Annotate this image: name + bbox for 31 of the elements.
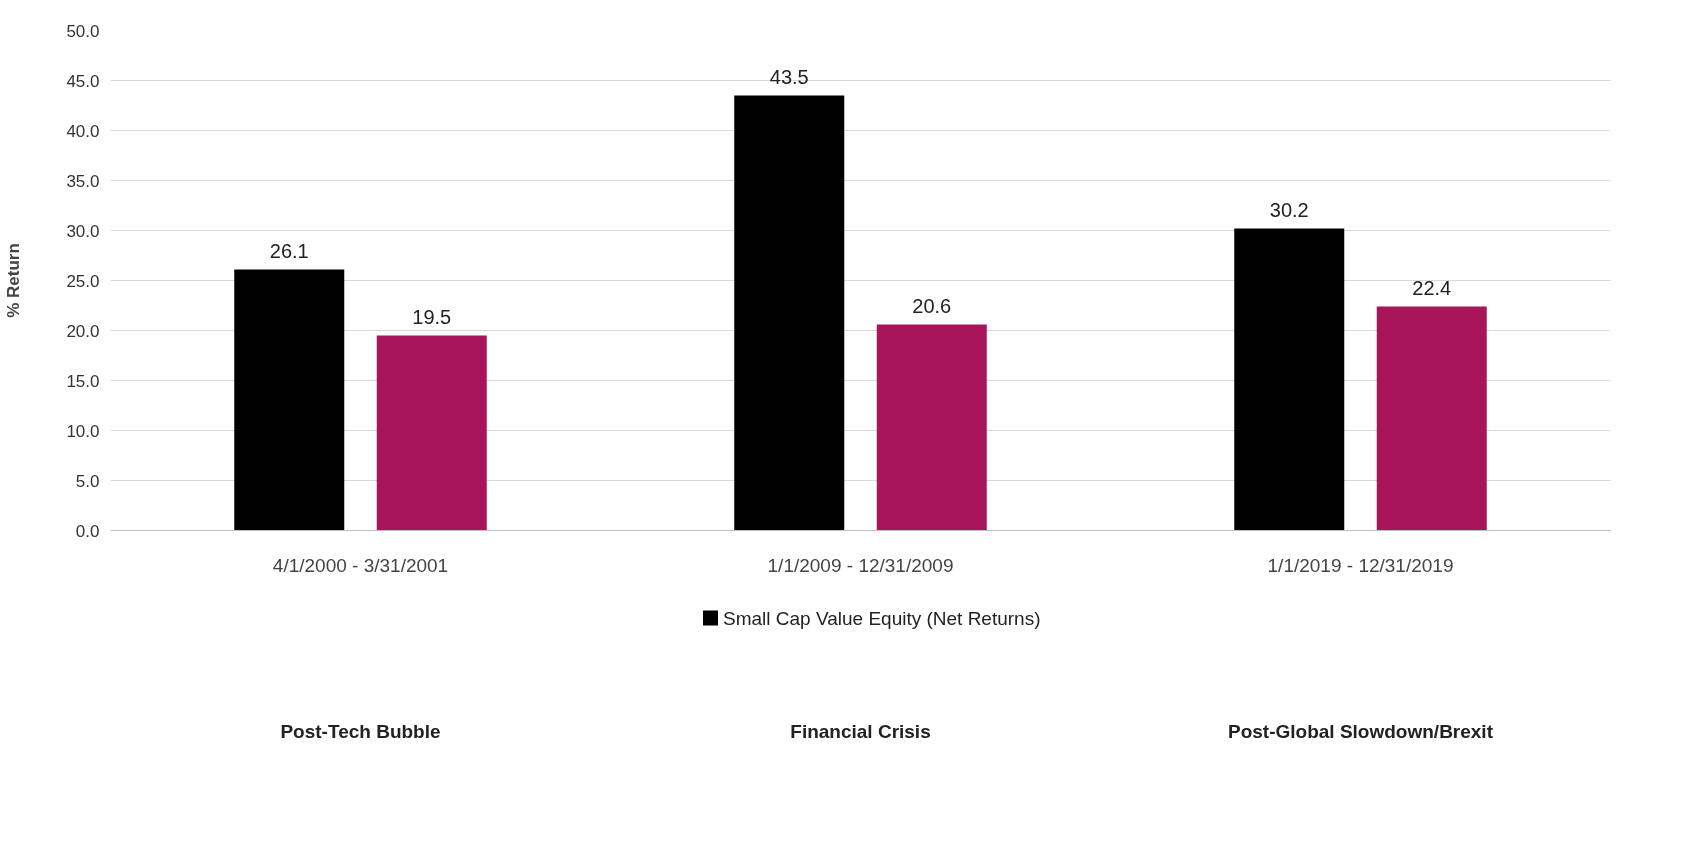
bar	[1234, 228, 1345, 531]
y-tick-label: 0.0	[75, 521, 100, 541]
data-label: 19.5	[412, 305, 452, 328]
bar	[234, 269, 345, 531]
data-label: 22.4	[1412, 276, 1452, 299]
text: Post-Tech Bubble	[280, 721, 441, 742]
y-tick-label: 10.0	[66, 421, 100, 441]
x-tick-label: 1/1/2009 - 12/31/2009	[767, 554, 954, 576]
data-label: 20.6	[912, 294, 952, 317]
data-label: 26.1	[269, 239, 309, 262]
data-label: 43.5	[769, 65, 809, 88]
text: Financial Crisis	[790, 721, 931, 742]
y-tick-label: 25.0	[66, 271, 100, 291]
y-tick-label: 5.0	[75, 471, 100, 491]
y-axis-title: % Return	[4, 243, 24, 318]
bar	[376, 335, 487, 531]
y-tick-label: 35.0	[66, 171, 100, 191]
y-tick-label: 20.0	[66, 321, 100, 341]
x-tick-label: 4/1/2000 - 3/31/2001	[272, 554, 449, 576]
legend-label: Small Cap Value Equity (Net Returns)	[723, 607, 1041, 629]
x-tick-label: 1/1/2019 - 12/31/2019	[1267, 554, 1454, 576]
y-tick-label: 15.0	[66, 371, 100, 391]
bar	[876, 324, 987, 531]
y-tick-label: 45.0	[66, 71, 100, 91]
text: Post-Global Slowdown/Brexit	[1228, 721, 1494, 742]
y-tick-label: 50.0	[66, 21, 100, 41]
bar	[734, 95, 845, 531]
data-label: 30.2	[1269, 198, 1309, 221]
y-tick-label: 30.0	[66, 221, 100, 241]
bar	[1376, 306, 1487, 531]
y-tick-label: 40.0	[66, 121, 100, 141]
